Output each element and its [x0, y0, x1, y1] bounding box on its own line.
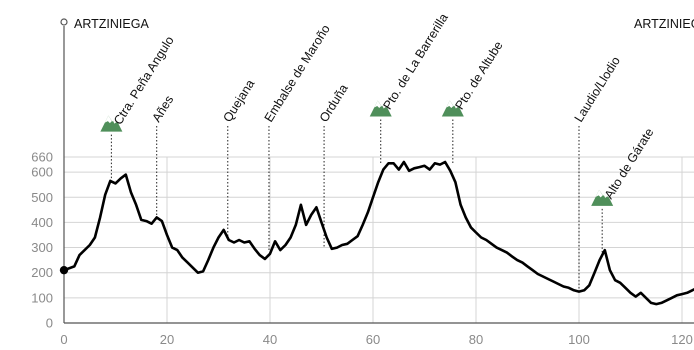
place-marker: Alto de Gárate [591, 126, 656, 254]
x-tick-labels: 0 20 40 60 80 100 120 [60, 332, 692, 347]
mountain-snow [382, 102, 388, 109]
end-location-label: ARTZINIEGA [634, 17, 694, 31]
mountain-snow [595, 189, 603, 198]
mountain-shape [441, 100, 464, 117]
y-tick-label: 600 [31, 165, 53, 180]
y-tick-label: 0 [46, 316, 53, 331]
start-location-label: ARTZINIEGA [74, 17, 149, 31]
x-tick-label: 80 [469, 332, 483, 347]
mountain-snow [112, 117, 119, 124]
place-label: Orduña [317, 82, 351, 125]
place-label: Pto. de Altube [452, 39, 505, 112]
mountain-icon [369, 100, 392, 117]
mountain-shape [100, 115, 123, 132]
place-marker: Añes [149, 93, 176, 218]
y-tick-label: 100 [31, 290, 53, 305]
start-point-dot [59, 265, 69, 275]
mountain-snow [446, 100, 454, 109]
place-marker: Quejana [220, 77, 257, 241]
y-tick-label: 500 [31, 190, 53, 205]
mountain-snow [454, 102, 460, 109]
x-tick-label: 20 [160, 332, 174, 347]
y-tick-label: 660 [31, 150, 53, 165]
mountain-snow [603, 191, 610, 198]
mountain-icon [441, 100, 464, 117]
x-tick-label: 0 [60, 332, 67, 347]
y-tick-label: 200 [31, 265, 53, 280]
x-tick-label: 100 [568, 332, 590, 347]
mountain-snow [374, 100, 382, 109]
y-tick-label: 300 [31, 240, 53, 255]
mountain-icon [100, 115, 123, 132]
y-axis-top-marker [60, 18, 68, 26]
elevation-line [62, 160, 694, 306]
mountain-shape [591, 189, 614, 206]
mountain-shape [369, 100, 392, 117]
mountain-snow [104, 115, 112, 124]
place-marker: Pto. de Altube [441, 39, 506, 165]
place-marker: Pto. de La Barrerilla [369, 11, 451, 165]
x-tick-label: 40 [263, 332, 277, 347]
place-label: Pto. de La Barrerilla [380, 11, 450, 112]
grid-lines [64, 156, 694, 323]
place-label: Añes [149, 93, 176, 125]
y-tick-label: 400 [31, 215, 53, 230]
place-label: Alto de Gárate [602, 126, 657, 202]
x-tick-label: 60 [366, 332, 380, 347]
place-label: Quejana [220, 77, 257, 125]
x-tick-label: 120 [671, 332, 693, 347]
mountain-icon [591, 189, 614, 206]
place-label: Laudio/Llodio [572, 54, 623, 125]
elevation-series [59, 160, 694, 306]
